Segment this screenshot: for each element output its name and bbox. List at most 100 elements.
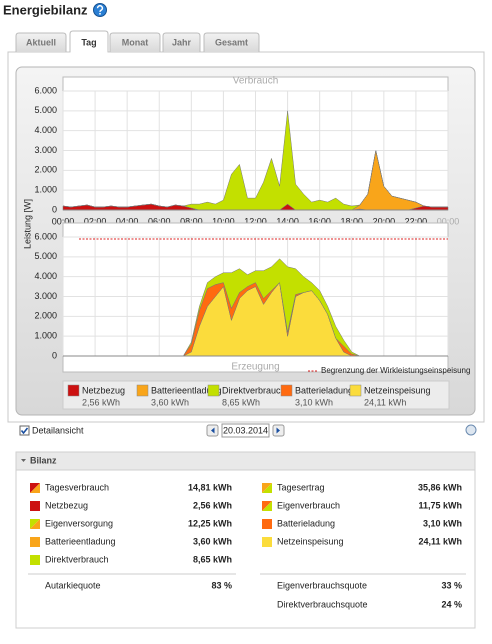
tab[interactable] — [109, 32, 161, 52]
next-arrow — [276, 427, 280, 434]
row-value: 11,75 kWh — [418, 500, 462, 510]
y-tick-label: 5.000 — [34, 251, 57, 261]
help-icon[interactable] — [93, 3, 107, 17]
bilanz-box — [15, 451, 476, 629]
tab-label: Gesamt — [215, 37, 248, 47]
summary-value: 24 % — [441, 599, 462, 609]
x-tick-label: 12:00 — [244, 216, 267, 226]
checkmark — [20, 427, 29, 435]
summary-label: Direktverbrauchsquote — [277, 599, 368, 609]
row-value: 35,86 kWh — [418, 482, 462, 492]
legend-value: 3,10 kWh — [295, 397, 333, 407]
tab[interactable] — [203, 32, 260, 52]
icon — [262, 537, 272, 547]
x-tick-label: 20:00 — [373, 216, 396, 226]
row-value: 24,11 kWh — [418, 536, 462, 546]
x-tick-label: 04:00 — [116, 216, 139, 226]
y-tick-label: 6.000 — [34, 85, 57, 95]
active-tab-cover — [70, 51, 108, 53]
legend-swatch — [349, 384, 362, 397]
row-label: Eigenverbrauch — [277, 500, 340, 510]
icon — [262, 483, 272, 493]
row-label: Netzbezug — [45, 500, 88, 510]
legend-name: Batterieladung — [295, 385, 353, 395]
tab[interactable] — [162, 32, 201, 52]
x-tick-label: 00:00 — [52, 216, 75, 226]
row-label: Tagesertrag — [277, 482, 325, 492]
y-tick-label: 3.000 — [34, 145, 57, 155]
summary-value: 33 % — [441, 580, 462, 590]
y-tick-label: 2.000 — [34, 311, 57, 321]
tab[interactable] — [15, 32, 67, 52]
y-tick-label: 4.000 — [34, 271, 57, 281]
collapse-arrow[interactable] — [21, 459, 26, 462]
tab-label: Jahr — [172, 37, 192, 47]
x-tick-label: 02:00 — [84, 216, 107, 226]
legend-name: Batterieentladung — [151, 385, 222, 395]
row-label: Eigenversorgung — [45, 518, 113, 528]
x-tick-label: 22:00 — [405, 216, 428, 226]
row-label: Batterieentladung — [45, 536, 116, 546]
checkbox-label: Detailansicht — [32, 425, 84, 435]
row-label: Tagesverbrauch — [45, 482, 109, 492]
icon — [30, 537, 40, 547]
tab[interactable] — [69, 30, 109, 52]
summary-label: Eigenverbrauchsquote — [277, 580, 367, 590]
icon — [30, 555, 40, 565]
y-tick-label: 1.000 — [34, 331, 57, 341]
row-value: 8,65 kWh — [193, 554, 232, 564]
y-tick-label: 2.000 — [34, 165, 57, 175]
row-value: 12,25 kWh — [188, 518, 232, 528]
settings-icon[interactable] — [465, 424, 477, 436]
area — [62, 110, 448, 211]
y-tick-label: 5.000 — [34, 105, 57, 115]
row-value: 14,81 kWh — [188, 482, 232, 492]
row-label: Batterieladung — [277, 518, 335, 528]
legend-swatch — [67, 384, 80, 397]
x-tick-label: 16:00 — [308, 216, 331, 226]
row-value: 3,60 kWh — [193, 536, 232, 546]
legend-name: Direktverbrauch — [222, 385, 286, 395]
x-tick-label: 14:00 — [276, 216, 299, 226]
icon — [262, 519, 272, 529]
legend-value: 8,65 kWh — [222, 397, 260, 407]
icon — [30, 483, 40, 493]
y-tick-label: 3.000 — [34, 291, 57, 301]
legend-value: 24,11 kWh — [364, 397, 406, 407]
legend-box — [62, 380, 450, 410]
chart-title: Verbrauch — [233, 76, 279, 87]
x-tick-label: 10:00 — [212, 216, 235, 226]
legend-name: Netzbezug — [82, 385, 125, 395]
row-label: Direktverbrauch — [45, 554, 109, 564]
legend-swatch — [280, 384, 293, 397]
tab-label: Tag — [81, 37, 96, 47]
content: Aktuell Tag Monat Jahr Gesamt Verbrauch 0 1.000… — [15, 30, 477, 609]
y-axis-label: Leistung [W] — [22, 199, 32, 249]
icon — [262, 501, 272, 511]
limit-legend-label: Begrenzung der Wirkleistungseinspeisung — [321, 366, 470, 375]
icon — [30, 501, 40, 511]
icon — [30, 519, 40, 529]
tab-label: Monat — [122, 37, 149, 47]
chart-title: Erzeugung — [231, 362, 279, 373]
y-tick-label: 6.000 — [34, 231, 57, 241]
tab-label: Aktuell — [26, 37, 56, 47]
y-tick-label: 1.000 — [34, 185, 57, 195]
legend-name: Netzeinspeisung — [364, 385, 431, 395]
legend-swatch — [136, 384, 149, 397]
bilanz-header[interactable] — [15, 451, 476, 471]
y-tick-label: 0 — [52, 204, 57, 214]
date-box[interactable] — [221, 423, 270, 438]
x-tick-label: 06:00 — [148, 216, 171, 226]
x-tick-label: 00:00 — [437, 216, 460, 226]
legend-value: 3,60 kWh — [151, 397, 189, 407]
summary-value: 83 % — [211, 580, 232, 590]
y-tick-label: 0 — [52, 350, 57, 360]
area — [63, 258, 448, 357]
date: 20.03.2014 — [223, 425, 268, 435]
summary-label: Autarkiequote — [45, 580, 101, 590]
row-value: 2,56 kWh — [193, 500, 232, 510]
legend-value: 2,56 kWh — [82, 397, 120, 407]
page-title: Energiebilanz — [3, 2, 88, 17]
